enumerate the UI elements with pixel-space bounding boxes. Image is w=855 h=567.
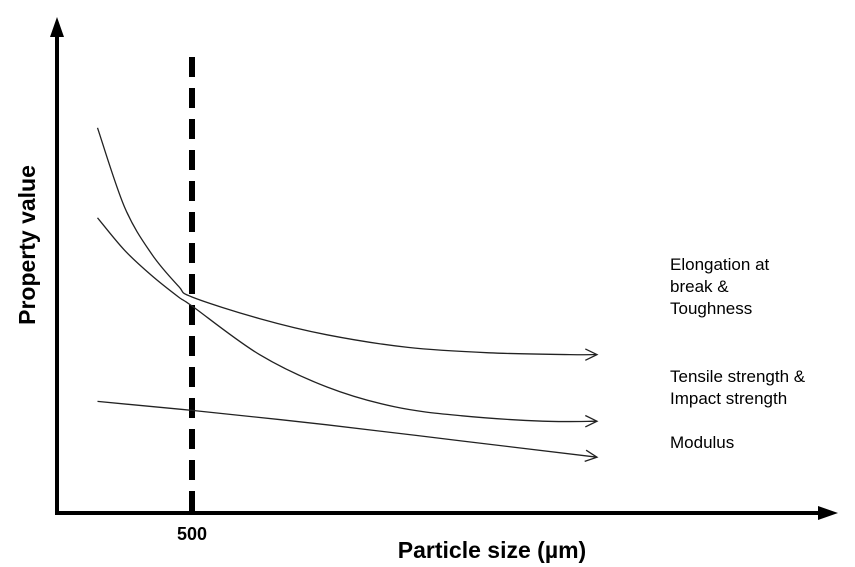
x-tick-label: 500 — [177, 524, 207, 544]
series-arrowhead — [585, 348, 599, 361]
series-arrowhead — [585, 414, 599, 428]
series-label: Elongation at — [670, 255, 770, 274]
x-axis-label: Particle size (µm) — [398, 537, 586, 563]
x-axis-arrowhead — [818, 506, 838, 520]
series-label: Modulus — [670, 433, 734, 452]
series-line — [97, 217, 598, 423]
axes — [50, 17, 838, 520]
tick-labels: 500 — [177, 524, 207, 544]
series-line — [97, 400, 598, 458]
y-axis-label: Property value — [14, 165, 40, 325]
y-axis-arrowhead — [50, 17, 64, 37]
series-arrowhead — [584, 449, 599, 463]
series-line — [96, 127, 598, 356]
series-label: Toughness — [670, 299, 752, 318]
series-label: break & — [670, 277, 729, 296]
series-label: Impact strength — [670, 389, 787, 408]
series-layer: Elongation at break & Toughness Tensile str… — [96, 127, 806, 463]
series-label: Tensile strength & — [670, 367, 806, 386]
